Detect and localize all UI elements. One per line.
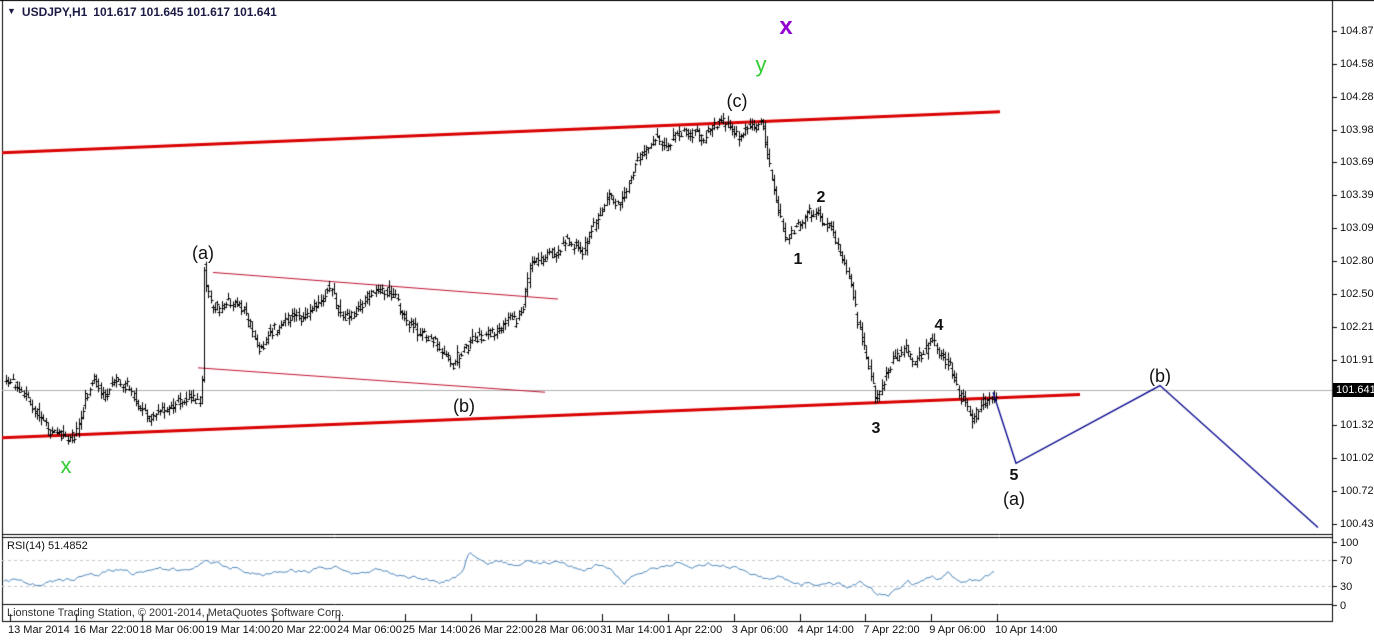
time-tick-label: 1 Apr 22:00	[666, 624, 723, 636]
price-tick-label: 103.397	[1340, 189, 1374, 202]
wave-annotation: (b)	[453, 396, 475, 416]
wave-annotation: 2	[816, 189, 826, 206]
price-tick-label: 102.507	[1340, 287, 1374, 300]
time-tick-label: 7 Apr 22:00	[863, 624, 920, 636]
indicator-label: RSI(14) 51.4852	[7, 540, 88, 552]
price-tick-label: 104.582	[1340, 57, 1374, 70]
wave-annotation: (c)	[726, 91, 748, 111]
wave-annotation: 5	[1009, 467, 1019, 484]
time-tick-label: 19 Mar 14:00	[205, 624, 271, 636]
collapse-icon[interactable]: ▼	[7, 6, 16, 16]
time-tick-label: 10 Apr 14:00	[995, 624, 1058, 636]
time-tick-label: 28 Mar 06:00	[534, 624, 600, 636]
rsi-tick-label: 100	[1340, 536, 1359, 549]
price-tick-label: 100.727	[1340, 485, 1374, 498]
price-tick-label: 102.802	[1340, 255, 1374, 268]
time-tick-label: 13 Mar 2014	[8, 624, 70, 636]
wave-annotation: (b)	[1149, 366, 1171, 386]
wave-annotation: x	[60, 453, 72, 478]
chart-header: ▼ USDJPY,H1 101.617 101.645 101.617 101.…	[7, 5, 277, 19]
price-tick-label: 103.097	[1340, 222, 1374, 235]
time-tick-label: 18 Mar 06:00	[139, 624, 205, 636]
time-tick-label: 25 Mar 14:00	[402, 624, 468, 636]
price-tick-label: 104.282	[1340, 90, 1374, 103]
time-tick-label: 4 Apr 14:00	[797, 624, 854, 636]
price-tick-label: 104.877	[1340, 25, 1374, 37]
price-tick-label: 101.912	[1340, 353, 1374, 366]
price-tick-label: 101.322	[1340, 419, 1374, 432]
time-tick-label: 24 Mar 06:00	[337, 624, 402, 636]
symbol-title: USDJPY,H1	[21, 5, 88, 19]
price-tick-label: 102.212	[1340, 320, 1374, 333]
time-tick-label: 3 Apr 06:00	[731, 624, 789, 636]
time-tick-label: 20 Mar 22:00	[271, 624, 337, 636]
wave-annotation: (a)	[1003, 489, 1025, 509]
wave-annotation: (a)	[192, 243, 214, 263]
price-tick-label: 101.027	[1340, 452, 1374, 464]
wave-annotation: 4	[934, 317, 944, 334]
price-tick-label: 103.987	[1340, 123, 1374, 136]
price-tick-label: 103.692	[1340, 156, 1374, 169]
time-tick-label: 26 Mar 22:00	[468, 624, 534, 636]
wave-annotation: x	[779, 13, 793, 40]
rsi-tick-label: 70	[1340, 555, 1353, 568]
wave-annotation: 1	[793, 251, 803, 268]
time-tick-label: 16 Mar 22:00	[73, 624, 139, 636]
wave-annotation: y	[755, 52, 767, 77]
rsi-tick-label: 0	[1340, 599, 1347, 612]
ohlc-quotes: 101.617 101.645 101.617 101.641	[93, 5, 277, 19]
wave-annotation: 3	[871, 420, 881, 437]
rsi-tick-label: 30	[1340, 580, 1353, 593]
price-tick-label: 100.432	[1340, 517, 1374, 530]
time-tick-label: 31 Mar 14:00	[600, 624, 666, 636]
copyright-text: Lionstone Trading Station, © 2001-2014, …	[7, 607, 345, 619]
time-tick-label: 9 Apr 06:00	[929, 624, 986, 636]
current-price-badge: 101.641	[1333, 382, 1374, 397]
